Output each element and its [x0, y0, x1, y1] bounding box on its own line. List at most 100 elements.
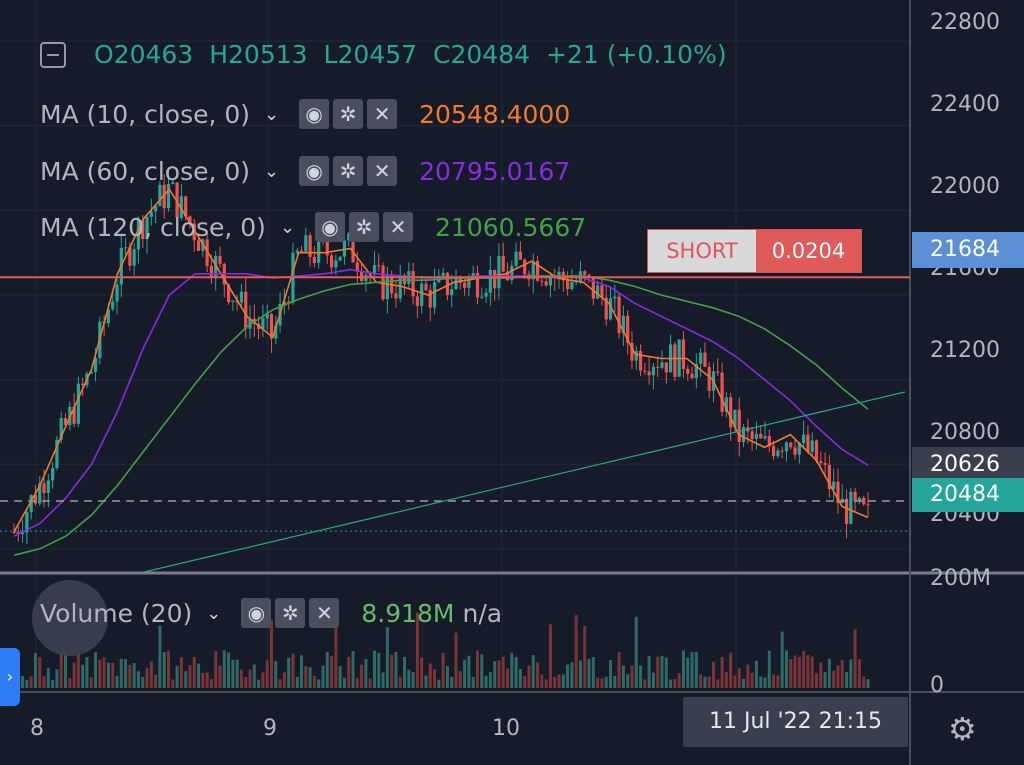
- candle-body: [759, 433, 763, 439]
- candle-body: [741, 427, 746, 442]
- volume-bar: [330, 655, 334, 688]
- volume-bar: [557, 674, 561, 688]
- volume-bar: [527, 665, 531, 688]
- volume-bar: [733, 675, 737, 688]
- volume-bar: [467, 655, 471, 688]
- close-icon[interactable]: ✕: [367, 156, 398, 186]
- candle-body: [716, 371, 720, 373]
- volume-bar: [518, 669, 522, 688]
- volume-bar: [184, 671, 188, 688]
- volume-bar: [703, 676, 707, 688]
- eye-icon[interactable]: ◉: [315, 212, 346, 242]
- indicator-ma120[interactable]: MA (120, close, 0) ⌄ ◉ ✲ ✕ 21060.5667: [40, 212, 586, 242]
- volume-bar: [634, 616, 638, 688]
- gear-icon[interactable]: ✲: [349, 212, 380, 242]
- volume-bar: [411, 672, 415, 688]
- gear-icon[interactable]: ✲: [275, 598, 306, 628]
- volume-bar: [681, 650, 685, 688]
- short-order-label[interactable]: SHORT 0.0204: [647, 229, 862, 273]
- indicator-ma60[interactable]: MA (60, close, 0) ⌄ ◉ ✲ ✕ 20795.0167: [40, 156, 570, 186]
- candle-body: [467, 277, 471, 288]
- volume-bars: [12, 612, 870, 688]
- volume-bar: [776, 675, 780, 688]
- order-side[interactable]: SHORT: [648, 230, 756, 272]
- volume-bar: [866, 679, 870, 688]
- volume-bar: [840, 659, 844, 688]
- candle-body: [763, 436, 767, 439]
- candle-body: [857, 497, 862, 502]
- eye-icon[interactable]: ◉: [299, 99, 330, 129]
- volume-bar: [197, 663, 201, 688]
- chevron-down-icon[interactable]: ⌄: [279, 216, 296, 238]
- volume-bar: [55, 669, 59, 688]
- eye-icon[interactable]: ◉: [241, 598, 272, 628]
- ma-line-0: [13, 187, 869, 533]
- volume-bar: [154, 674, 158, 688]
- volume-legend[interactable]: Volume (20) ⌄ ◉ ✲ ✕ 8.918M n/a: [40, 598, 502, 628]
- chevron-down-icon[interactable]: ⌄: [264, 103, 280, 125]
- volume-bar: [600, 678, 604, 688]
- order-quantity[interactable]: 0.0204: [756, 230, 861, 272]
- candle-body: [583, 271, 587, 275]
- volume-bar: [853, 629, 857, 688]
- expand-panel-button[interactable]: ›: [0, 648, 20, 706]
- candle-body: [660, 362, 664, 368]
- volume-bar: [407, 669, 411, 688]
- candle-body: [750, 431, 754, 439]
- volume-bar: [626, 674, 630, 688]
- volume-bar: [862, 676, 866, 688]
- volume-bar: [609, 660, 613, 688]
- chevron-down-icon[interactable]: ⌄: [206, 602, 222, 624]
- indicator-label: MA (120, close, 0): [40, 212, 266, 242]
- volume-bar: [531, 655, 535, 688]
- settings-gear-icon[interactable]: ⚙: [948, 710, 977, 748]
- volume-bar: [368, 678, 372, 688]
- volume-bar: [802, 650, 806, 688]
- close-icon[interactable]: ✕: [309, 598, 340, 628]
- candle-body: [76, 383, 80, 424]
- order-price-tag: 21684: [912, 232, 1024, 268]
- close-icon[interactable]: ✕: [367, 99, 398, 129]
- collapse-icon[interactable]: [40, 41, 66, 68]
- chevron-down-icon[interactable]: ⌄: [264, 160, 280, 182]
- cloud-icon[interactable]: [32, 580, 108, 656]
- indicator-ma10[interactable]: MA (10, close, 0) ⌄ ◉ ✲ ✕ 20548.4000: [40, 99, 570, 129]
- gear-icon[interactable]: ✲: [333, 99, 364, 129]
- volume-bar: [471, 676, 475, 688]
- candle-body: [604, 297, 608, 320]
- close-icon[interactable]: ✕: [383, 212, 414, 242]
- candle-body: [656, 366, 660, 368]
- candle-body: [312, 256, 317, 263]
- change-value: +21 (+0.10%): [546, 40, 727, 69]
- candle-body: [471, 273, 475, 278]
- candle-body: [115, 284, 119, 302]
- volume-bar: [282, 672, 286, 688]
- candle-body: [608, 298, 613, 320]
- candle-body: [613, 296, 617, 299]
- volume-bar: [106, 662, 110, 688]
- volume-bar: [480, 654, 484, 688]
- candle-body: [626, 315, 630, 343]
- ohlc-legend: O20463 H20513 L20457 C20484 +21 (+0.10%): [40, 40, 743, 69]
- candle-body: [621, 315, 625, 334]
- volume-bar: [454, 632, 458, 688]
- candle-body: [192, 223, 196, 241]
- candle-body: [699, 352, 703, 364]
- volume-bar: [767, 650, 771, 688]
- volume-bar: [604, 676, 608, 688]
- candle-body: [643, 370, 647, 372]
- candle-body: [81, 383, 85, 385]
- volume-bar: [166, 650, 170, 688]
- eye-icon[interactable]: ◉: [299, 156, 330, 186]
- candle-body: [866, 504, 870, 506]
- candle-body: [531, 261, 535, 280]
- volume-bar: [789, 659, 793, 688]
- candle-body: [493, 269, 497, 289]
- volume-bar: [497, 660, 501, 688]
- candle-body: [832, 481, 836, 490]
- volume-bar: [716, 679, 720, 688]
- volume-bar: [656, 656, 660, 688]
- candle-body: [480, 296, 484, 298]
- x-tick-label: 10: [492, 716, 520, 741]
- gear-icon[interactable]: ✲: [333, 156, 364, 186]
